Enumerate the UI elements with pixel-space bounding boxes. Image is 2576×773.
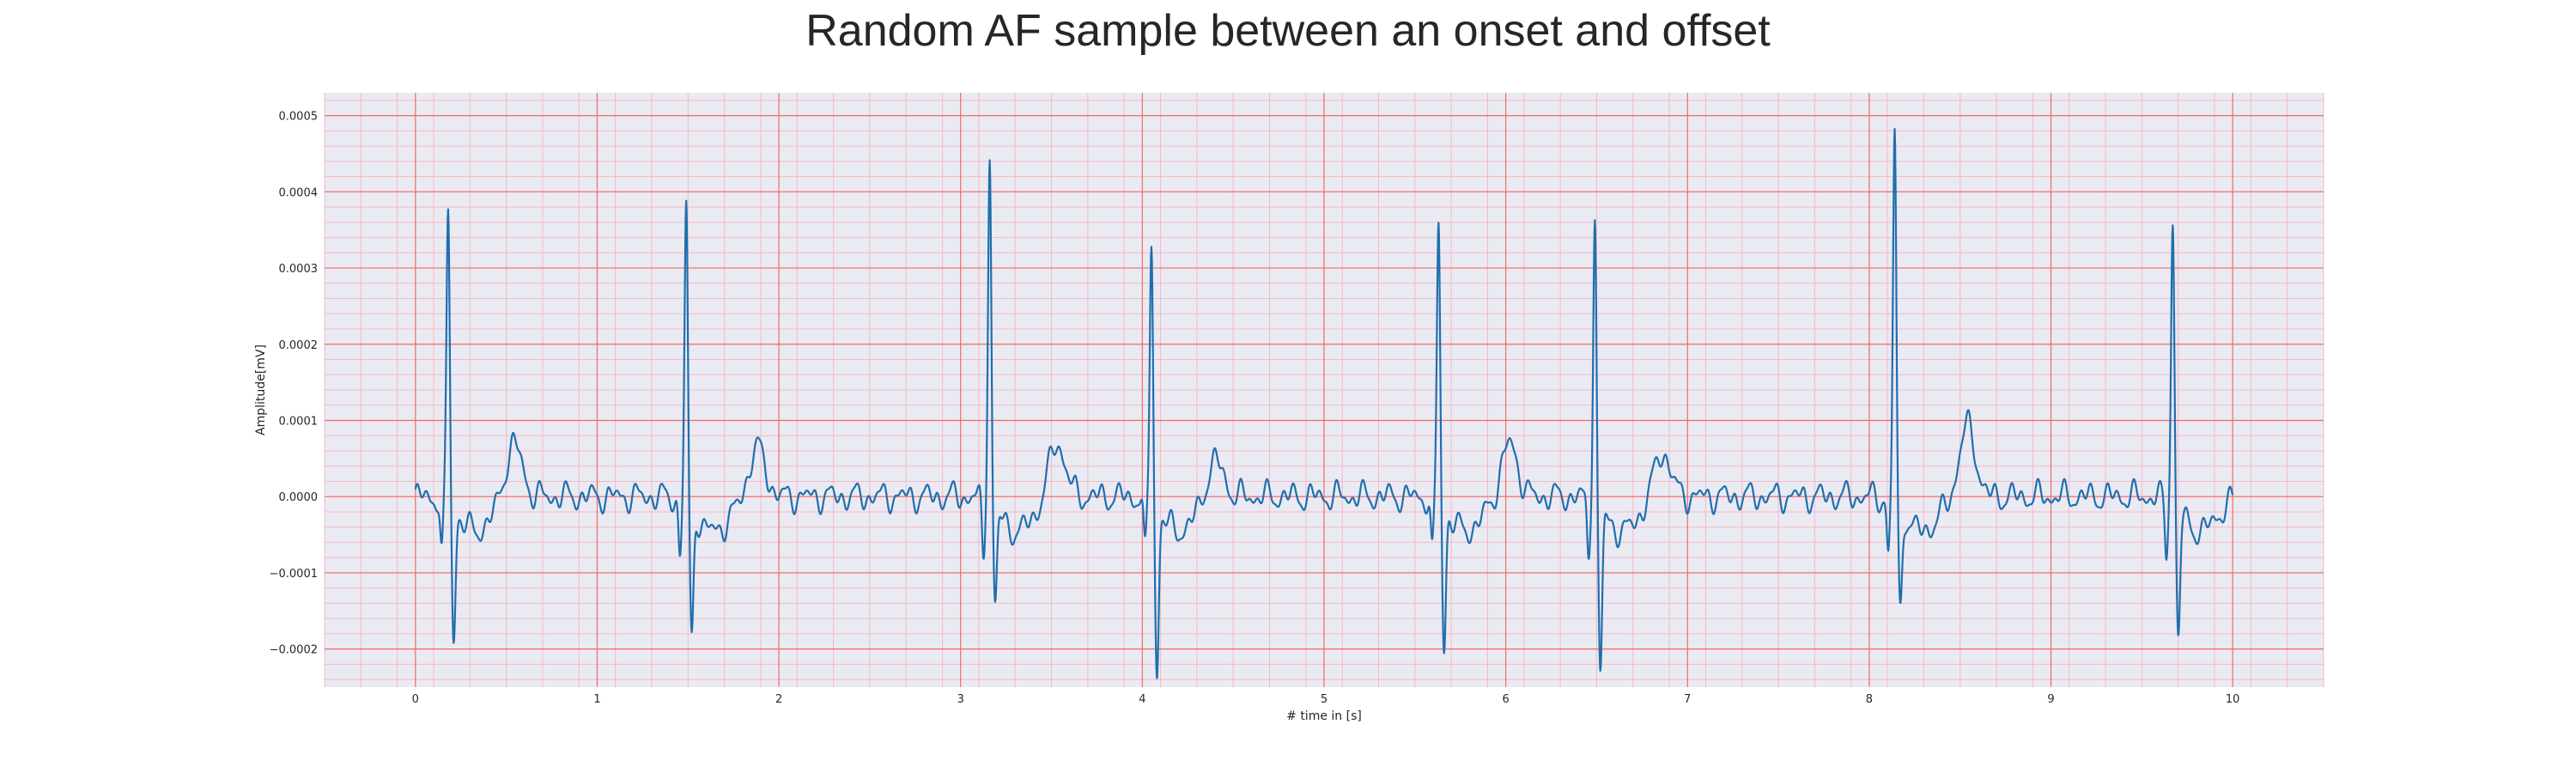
y-axis-ticks: −0.0002 −0.0001 0.0000 0.0001 0.0002 0.0003 0.…	[270, 111, 318, 657]
x-axis-label: # time in [s]	[1286, 709, 1362, 723]
y-tick-label: 0.0002	[279, 339, 319, 352]
series-line	[414, 128, 2234, 679]
x-tick-label: 1	[593, 693, 600, 706]
x-tick-label: 8	[1866, 693, 1873, 706]
major-grid	[325, 93, 2324, 687]
y-tick-label: 0.0005	[279, 111, 319, 124]
x-tick-label: 9	[2047, 693, 2054, 706]
y-tick-label: 0.0000	[279, 491, 319, 504]
y-tick-label: −0.0001	[270, 568, 318, 581]
y-tick-label: 0.0004	[279, 186, 319, 199]
y-axis-label: Amplitude[mV]	[254, 344, 268, 435]
chart-title: Random AF sample between an onset and of…	[805, 6, 1771, 56]
y-tick-label: 0.0001	[279, 415, 319, 428]
y-tick-label: −0.0002	[270, 644, 318, 657]
x-tick-label: 10	[2226, 693, 2240, 706]
x-tick-label: 7	[1684, 693, 1691, 706]
x-tick-label: 4	[1139, 693, 1145, 706]
x-axis-ticks: 0 1 2 3 4 5 6 7 8 9 10	[412, 693, 2240, 706]
x-tick-label: 5	[1321, 693, 1327, 706]
x-tick-label: 2	[775, 693, 782, 706]
x-tick-label: 6	[1502, 693, 1509, 706]
x-tick-label: 3	[957, 693, 964, 706]
x-tick-label: 0	[412, 693, 419, 706]
y-tick-label: 0.0003	[279, 263, 319, 276]
